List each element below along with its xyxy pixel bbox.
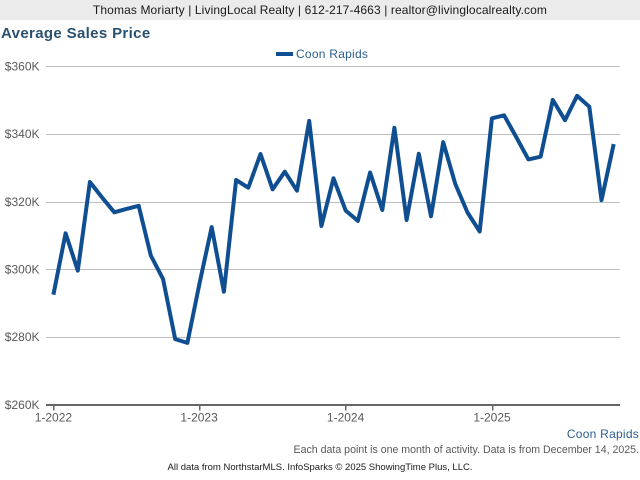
- svg-text:$260K: $260K: [5, 398, 40, 412]
- svg-text:$300K: $300K: [5, 262, 40, 276]
- svg-text:$280K: $280K: [5, 330, 40, 344]
- svg-text:$340K: $340K: [5, 127, 40, 141]
- svg-text:1-2024: 1-2024: [327, 411, 365, 425]
- svg-text:1-2025: 1-2025: [473, 411, 511, 425]
- svg-text:$320K: $320K: [5, 195, 40, 209]
- svg-text:1-2022: 1-2022: [35, 411, 73, 425]
- svg-text:$360K: $360K: [5, 60, 40, 74]
- svg-text:1-2023: 1-2023: [180, 411, 218, 425]
